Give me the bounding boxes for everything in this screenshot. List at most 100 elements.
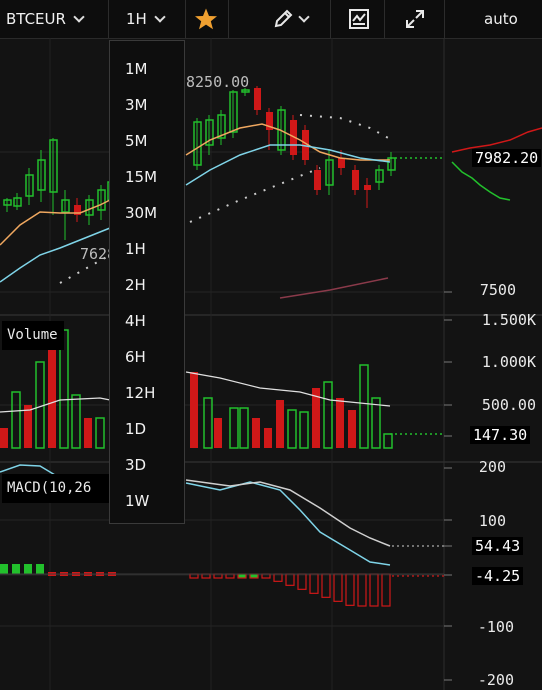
macd-histogram-bar <box>333 573 343 602</box>
interval-option[interactable]: 15M <box>125 168 158 186</box>
macd-axis-label: -100 <box>477 618 514 636</box>
star-icon <box>195 8 217 30</box>
interval-option[interactable]: 5M <box>125 132 148 150</box>
candle-body-down <box>314 170 321 190</box>
macd-histogram-bar <box>36 564 44 574</box>
macd-histogram-bar <box>24 564 32 574</box>
candle-body-up <box>217 114 226 139</box>
macd-histogram-bar <box>237 573 247 579</box>
interval-option[interactable]: 2H <box>125 276 146 294</box>
symbol-selector[interactable]: BTCEUR <box>6 0 85 38</box>
candle-body-down <box>74 205 81 215</box>
volume-axis-label: 500.00 <box>481 396 536 414</box>
toolbar-divider <box>384 0 385 38</box>
bid-depth-line <box>451 161 511 201</box>
candle-body-up <box>229 91 238 133</box>
macd-histogram-bar <box>369 573 379 607</box>
symbol-label: BTCEUR <box>6 10 66 28</box>
interval-option[interactable]: 1D <box>125 420 147 438</box>
scale-mode-label: auto <box>484 10 518 28</box>
toolbar-divider <box>185 0 186 38</box>
ma-slow-line <box>185 144 391 186</box>
volume-bar-down <box>0 428 8 448</box>
volume-bar-up <box>59 329 69 449</box>
candle-body-up <box>241 89 250 93</box>
ask-depth-line <box>451 127 542 153</box>
high-price-label: 8250.00 <box>186 73 250 91</box>
chart-area[interactable] <box>0 38 542 690</box>
scale-mode-button[interactable]: auto <box>484 0 518 38</box>
toolbar-divider <box>330 0 331 38</box>
volume-bar-up <box>371 397 381 449</box>
interval-label: 1H <box>126 10 147 28</box>
volume-ma-line <box>185 371 391 407</box>
volume-pane-title: Volume <box>2 321 64 350</box>
interval-menu: 1M 3M 5M 15M 30M 1H 2H 4H 6H 12H 1D 3D 1… <box>109 40 185 524</box>
volume-bar-up <box>383 433 393 449</box>
candle-body-down <box>338 158 345 168</box>
candle-body-down <box>266 112 273 130</box>
pencil-icon <box>274 9 293 28</box>
macd-line <box>185 481 391 566</box>
current-price-tag: 7982.20 <box>472 149 542 167</box>
band-lower-line <box>189 167 321 223</box>
candle-body-down <box>254 88 261 110</box>
ma-fast-line <box>185 123 390 161</box>
indicators-button[interactable] <box>348 0 370 38</box>
chevron-down-icon <box>298 10 310 23</box>
interval-option[interactable]: 12H <box>125 384 156 402</box>
ma-fast-line <box>0 199 111 246</box>
volume-bar-down <box>84 418 92 448</box>
macd-histogram-bar <box>309 573 319 594</box>
volume-axis-label: 1.000K <box>481 353 536 371</box>
macd-value: 54.43 <box>472 537 524 555</box>
interval-option[interactable]: 30M <box>125 204 158 222</box>
toolbar: BTCEUR 1H auto <box>0 0 542 39</box>
volume-bar-up <box>299 411 309 449</box>
volume-bar-up <box>323 381 333 449</box>
candle-body-up <box>49 139 58 193</box>
low-price-label: 7628 <box>80 245 117 263</box>
macd-axis-label: 200 <box>478 458 506 476</box>
macd-signal-line <box>185 479 391 547</box>
interval-option-selected[interactable]: 1H <box>125 240 146 258</box>
volume-bar-up <box>287 409 297 449</box>
macd-signal-value: -4.25 <box>472 567 524 585</box>
macd-histogram-bar <box>357 573 367 607</box>
volume-bar-down <box>348 410 356 448</box>
candle-body-down <box>352 170 359 190</box>
volume-bar-up <box>203 397 213 449</box>
macd-histogram-bar <box>201 573 211 579</box>
interval-option[interactable]: 3M <box>125 96 148 114</box>
macd-histogram-bar <box>189 573 199 579</box>
volume-axis-label: 1.500K <box>481 311 536 329</box>
interval-option[interactable]: 4H <box>125 312 146 330</box>
volume-bar-up <box>95 417 105 449</box>
interval-option[interactable]: 3D <box>125 456 147 474</box>
candle-body-up <box>97 189 106 211</box>
candle-body-up <box>61 199 70 213</box>
fullscreen-button[interactable] <box>404 0 426 38</box>
drawing-tool-selector[interactable] <box>272 0 310 38</box>
interval-selector[interactable]: 1H <box>126 0 166 38</box>
volume-bar-down <box>276 400 284 448</box>
macd-histogram-bar <box>213 573 223 579</box>
candle-body-down <box>302 130 309 160</box>
ma-slow-line <box>0 227 111 283</box>
macd-histogram-bar <box>0 564 8 574</box>
interval-option[interactable]: 6H <box>125 348 146 366</box>
macd-histogram-bar <box>321 573 331 598</box>
volume-bar-down <box>312 388 320 448</box>
volume-bar-down <box>214 418 222 448</box>
macd-histogram-bar <box>12 564 20 574</box>
interval-option[interactable]: 1W <box>125 492 150 510</box>
favorite-button[interactable] <box>194 0 218 38</box>
candle-body-up <box>375 169 384 183</box>
candle-body-up <box>205 119 214 146</box>
volume-ma-line <box>0 397 111 413</box>
interval-option[interactable]: 1M <box>125 60 148 78</box>
macd-histogram-bar <box>285 573 295 586</box>
chevron-down-icon <box>154 10 166 23</box>
macd-histogram-bar <box>225 573 235 579</box>
volume-bar-up <box>229 407 239 449</box>
